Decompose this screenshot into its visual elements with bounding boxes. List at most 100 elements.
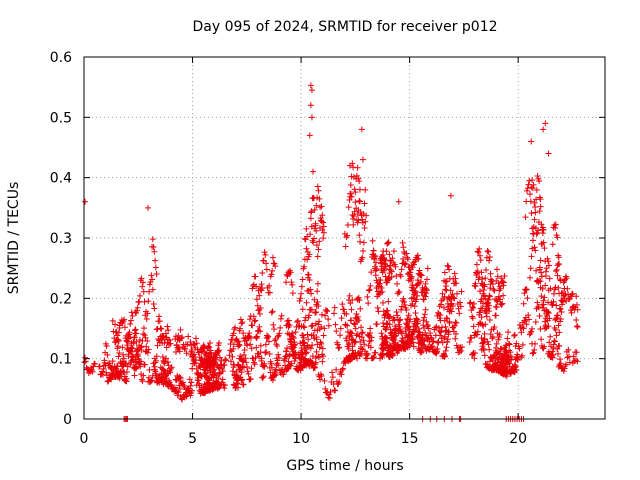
data-point (394, 280, 401, 287)
data-point (411, 328, 418, 335)
data-point (409, 336, 416, 343)
data-point (307, 345, 314, 352)
data-point (239, 376, 246, 383)
data-point (123, 368, 130, 375)
data-point (398, 306, 405, 313)
data-point (495, 293, 502, 300)
data-point (399, 335, 406, 342)
data-point (357, 305, 364, 312)
data-point (358, 334, 365, 341)
data-point (315, 303, 322, 310)
data-point (556, 329, 563, 336)
data-point (554, 272, 561, 279)
data-point (432, 324, 439, 331)
data-point (227, 358, 234, 365)
data-point (167, 340, 174, 347)
data-point (227, 340, 234, 347)
data-point (443, 278, 450, 285)
data-point (158, 371, 165, 378)
data-point (141, 332, 148, 339)
data-point (356, 198, 363, 205)
data-point (477, 288, 484, 295)
data-point (530, 223, 537, 230)
data-point (311, 225, 318, 232)
data-point (433, 323, 440, 330)
data-point (506, 347, 513, 354)
data-point (136, 292, 143, 299)
data-point (500, 356, 507, 363)
data-point (120, 351, 127, 358)
data-point (259, 269, 266, 276)
data-point (315, 354, 322, 361)
data-point (538, 336, 545, 343)
data-point (246, 316, 253, 323)
data-point (522, 214, 529, 221)
data-point (288, 360, 295, 367)
data-point (456, 310, 463, 317)
data-point (321, 377, 328, 384)
data-point (480, 339, 487, 346)
data-point (232, 372, 239, 379)
data-point (171, 384, 178, 391)
data-point (528, 328, 535, 335)
data-point (156, 318, 163, 325)
data-point (483, 307, 490, 314)
data-point (307, 231, 314, 238)
data-point (281, 368, 288, 375)
data-point (540, 297, 547, 304)
data-point (398, 266, 405, 273)
data-point (246, 330, 253, 337)
data-point (277, 315, 284, 322)
data-point (444, 262, 451, 269)
data-point (538, 293, 545, 300)
data-point (345, 204, 352, 211)
data-point (380, 352, 387, 359)
data-point (568, 309, 575, 316)
data-point (438, 335, 445, 342)
data-point (367, 329, 374, 336)
data-point (244, 368, 251, 375)
data-point (389, 255, 396, 262)
data-point (412, 309, 419, 316)
data-point (289, 290, 296, 297)
data-point (254, 302, 261, 309)
data-point (486, 292, 493, 299)
data-point (121, 316, 128, 323)
data-point (257, 304, 264, 311)
data-point (306, 312, 313, 319)
data-point (537, 257, 544, 264)
data-point (342, 360, 349, 367)
data-point (422, 280, 429, 287)
data-point (573, 349, 580, 356)
data-point (367, 344, 374, 351)
data-point (269, 377, 276, 384)
data-point (208, 384, 215, 391)
data-point (298, 283, 305, 290)
data-point (384, 342, 391, 349)
data-point (390, 345, 397, 352)
data-point (498, 275, 505, 282)
data-point (133, 330, 140, 337)
data-point (529, 325, 536, 332)
data-point (134, 350, 141, 357)
data-point (392, 332, 399, 339)
data-point (398, 329, 405, 336)
data-point (96, 363, 103, 370)
data-point (257, 286, 264, 293)
data-point (359, 254, 366, 261)
data-point (356, 297, 363, 304)
data-point (398, 303, 405, 310)
data-point (558, 297, 565, 304)
data-point (269, 267, 276, 274)
data-point (408, 277, 415, 284)
data-point (288, 339, 295, 346)
data-point (290, 343, 297, 350)
data-point (348, 193, 355, 200)
data-point (262, 349, 269, 356)
data-point (229, 368, 236, 375)
data-point (489, 277, 496, 284)
data-point (365, 287, 372, 294)
data-point (439, 290, 446, 297)
data-point (538, 273, 545, 280)
data-point (521, 290, 528, 297)
